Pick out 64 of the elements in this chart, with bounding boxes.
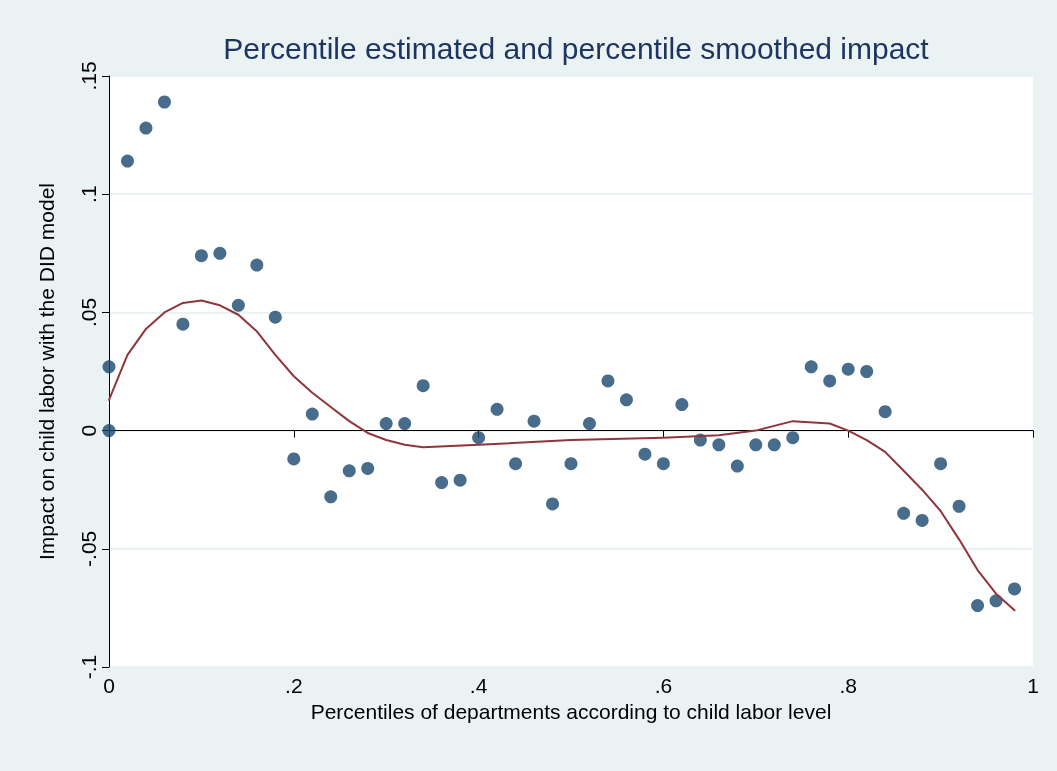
point: [120, 154, 134, 168]
point: [453, 473, 467, 487]
point: [823, 374, 837, 388]
y-tick-label: -.1: [77, 654, 100, 680]
x-tick-label: 0: [103, 674, 115, 697]
y-tick-label: 0: [77, 424, 100, 437]
point: [490, 402, 504, 416]
point: [1008, 582, 1022, 596]
point: [527, 414, 541, 428]
point: [509, 457, 523, 471]
point: [379, 417, 393, 430]
point: [361, 461, 375, 475]
point: [971, 599, 985, 613]
point: [915, 513, 929, 527]
point: [157, 95, 171, 109]
x-tick-label: .8: [839, 674, 857, 697]
x-tick-label: .6: [654, 674, 673, 697]
point: [897, 506, 911, 520]
x-tick-label: .2: [285, 674, 303, 697]
y-tick-label: .05: [77, 297, 100, 327]
point: [342, 464, 356, 478]
point: [730, 459, 744, 473]
point: [767, 438, 781, 452]
point: [287, 452, 301, 466]
point: [675, 398, 689, 412]
point: [860, 365, 874, 378]
x-tick-label: 1: [1027, 674, 1039, 697]
point: [176, 317, 190, 331]
point: [250, 258, 264, 272]
point: [619, 393, 633, 407]
point: [841, 362, 855, 376]
point: [472, 431, 486, 445]
point: [213, 246, 227, 260]
point: [416, 379, 430, 393]
point: [638, 447, 652, 461]
chart-title: Percentile estimated and percentile smoothed impact: [223, 31, 930, 65]
point: [786, 431, 800, 445]
point: [102, 360, 116, 374]
point: [656, 457, 670, 471]
point: [564, 457, 578, 471]
x-tick-label: .4: [469, 674, 488, 697]
point: [712, 438, 726, 452]
point: [582, 417, 596, 430]
point: [231, 298, 245, 312]
y-tick-label: .15: [77, 61, 100, 91]
point: [435, 476, 449, 490]
point: [804, 360, 818, 374]
y-tick-label: .1: [77, 185, 100, 203]
point: [601, 374, 615, 388]
point: [749, 438, 763, 452]
point: [139, 121, 153, 135]
point: [398, 417, 412, 430]
point: [878, 405, 892, 419]
line-series: [108, 299, 1016, 612]
x-axis-title: Percentiles of departments according to child labor level: [310, 699, 832, 723]
point: [194, 249, 208, 263]
point: [324, 490, 338, 504]
point: [952, 499, 966, 513]
y-tick-label: -.05: [77, 530, 100, 567]
point: [268, 310, 282, 324]
point: [546, 497, 560, 511]
y-axis-title: Impact on child labor with the DID model: [35, 182, 58, 561]
point: [305, 407, 319, 421]
point: [934, 457, 948, 471]
